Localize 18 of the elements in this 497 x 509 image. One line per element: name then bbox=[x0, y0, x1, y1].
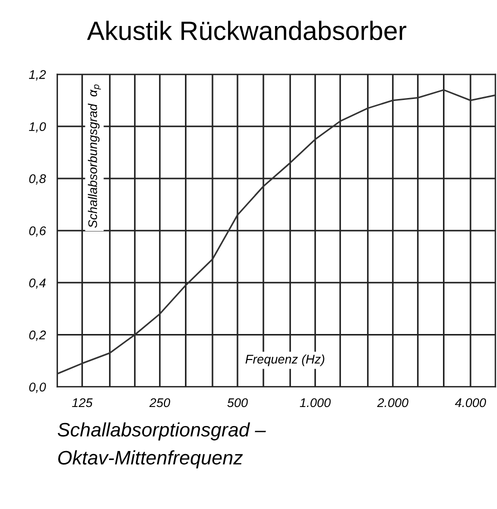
line-series bbox=[57, 89, 496, 375]
x-tick-label: 1.000 bbox=[300, 398, 331, 408]
y-tick-label: 0,4 bbox=[29, 278, 46, 289]
y-tick-label: 0,8 bbox=[29, 174, 46, 185]
x-tick-label: 2.000 bbox=[377, 398, 408, 408]
y-tick-label: 1,2 bbox=[28, 70, 46, 80]
y-tick-label: 0,6 bbox=[29, 226, 46, 237]
y-tick-label: 1,0 bbox=[28, 122, 46, 133]
x-tick-label: 4.000 bbox=[454, 398, 486, 408]
chart-title: Akustik Rückwandabsorber bbox=[87, 20, 406, 40]
x-tick-label: 125 bbox=[72, 398, 93, 408]
y-axis-title: Schallabsorbungsgrad α$_{p}$ bbox=[88, 84, 101, 228]
y-tick-label: 0,2 bbox=[29, 330, 46, 341]
y-tick-label: 0,0 bbox=[29, 382, 46, 393]
text: Schallabsorptionsgrad – Oktav-Mittenfrequenz bbox=[58, 422, 266, 468]
x-tick-label: 500 bbox=[227, 398, 248, 408]
x-tick-label: 250 bbox=[149, 398, 170, 408]
x-axis-title: Frequenz (Hz) bbox=[246, 354, 324, 366]
